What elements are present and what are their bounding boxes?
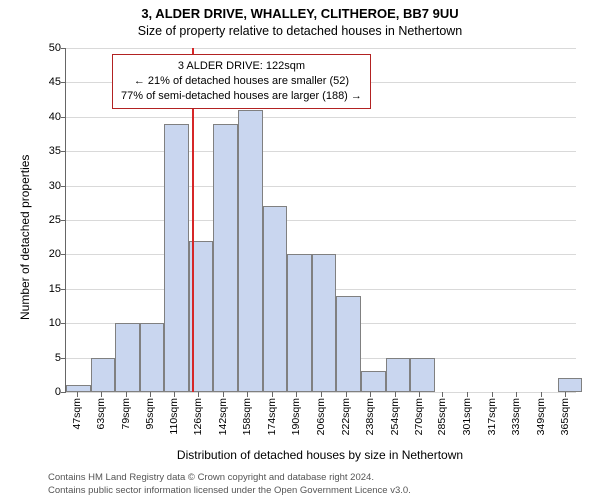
histogram-bar <box>115 323 140 392</box>
histogram-bar <box>238 110 263 392</box>
x-tick <box>150 392 151 397</box>
x-tick <box>395 392 396 397</box>
histogram-bar <box>140 323 165 392</box>
y-tick-label: 40 <box>49 111 66 123</box>
annotation-box: 3 ALDER DRIVE: 122sqm ← 21% of detached … <box>112 54 371 109</box>
x-axis-label: Distribution of detached houses by size … <box>65 448 575 462</box>
x-tick-label: 142sqm <box>217 398 229 435</box>
x-tick <box>516 392 517 397</box>
x-tick-label: 126sqm <box>192 398 204 435</box>
x-tick <box>467 392 468 397</box>
histogram-bar <box>312 254 337 392</box>
x-tick <box>541 392 542 397</box>
annotation-line: 3 ALDER DRIVE: 122sqm <box>121 59 362 74</box>
x-tick-label: 349sqm <box>535 398 547 435</box>
y-tick-label: 30 <box>49 180 66 192</box>
x-tick-label: 222sqm <box>340 398 352 435</box>
histogram-bar <box>213 124 238 392</box>
x-tick-label: 301sqm <box>461 398 473 435</box>
x-tick <box>272 392 273 397</box>
x-tick <box>492 392 493 397</box>
plot-area: 3 ALDER DRIVE: 122sqm ← 21% of detached … <box>65 48 576 393</box>
y-tick-label: 45 <box>49 76 66 88</box>
x-tick <box>247 392 248 397</box>
y-tick-label: 50 <box>49 42 66 54</box>
y-tick-label: 10 <box>49 317 66 329</box>
footnote-line: Contains HM Land Registry data © Crown c… <box>48 472 374 483</box>
histogram-bar <box>164 124 189 392</box>
histogram-bar <box>336 296 361 392</box>
x-tick <box>419 392 420 397</box>
x-tick <box>223 392 224 397</box>
y-tick-label: 0 <box>55 386 66 398</box>
x-tick-label: 254sqm <box>389 398 401 435</box>
x-tick-label: 79sqm <box>120 398 132 430</box>
x-tick <box>101 392 102 397</box>
y-tick-label: 15 <box>49 283 66 295</box>
x-tick-label: 110sqm <box>168 398 180 435</box>
gridline <box>66 48 576 49</box>
x-tick-label: 174sqm <box>266 398 278 435</box>
annotation-line: ← 21% of detached houses are smaller (52… <box>121 74 362 89</box>
x-tick <box>321 392 322 397</box>
histogram-bar <box>361 371 386 392</box>
x-tick-label: 63sqm <box>95 398 107 430</box>
y-tick-label: 25 <box>49 214 66 226</box>
y-tick-label: 20 <box>49 248 66 260</box>
x-tick-label: 190sqm <box>290 398 302 435</box>
gridline <box>66 220 576 221</box>
x-tick-label: 206sqm <box>315 398 327 435</box>
histogram-bar <box>287 254 312 392</box>
x-tick <box>77 392 78 397</box>
x-tick <box>174 392 175 397</box>
x-tick-label: 270sqm <box>413 398 425 435</box>
histogram-bar <box>66 385 91 392</box>
chart-title-sub: Size of property relative to detached ho… <box>0 24 600 38</box>
x-tick <box>565 392 566 397</box>
gridline <box>66 151 576 152</box>
x-tick-label: 158sqm <box>241 398 253 435</box>
chart-title-main: 3, ALDER DRIVE, WHALLEY, CLITHEROE, BB7 … <box>0 6 600 21</box>
footnote-line: Contains public sector information licen… <box>48 485 411 496</box>
x-tick-label: 238sqm <box>364 398 376 435</box>
y-axis-label: Number of detached properties <box>18 155 32 320</box>
x-tick <box>198 392 199 397</box>
annotation-line: 77% of semi-detached houses are larger (… <box>121 89 362 104</box>
x-tick-label: 47sqm <box>71 398 83 430</box>
histogram-chart: 3, ALDER DRIVE, WHALLEY, CLITHEROE, BB7 … <box>0 0 600 500</box>
x-tick-label: 285sqm <box>436 398 448 435</box>
x-tick-label: 333sqm <box>510 398 522 435</box>
x-tick <box>296 392 297 397</box>
x-tick <box>442 392 443 397</box>
histogram-bar <box>263 206 288 392</box>
y-tick-label: 35 <box>49 145 66 157</box>
gridline <box>66 117 576 118</box>
histogram-bar <box>386 358 411 392</box>
gridline <box>66 186 576 187</box>
x-tick-label: 365sqm <box>559 398 571 435</box>
x-tick <box>370 392 371 397</box>
x-tick <box>126 392 127 397</box>
x-tick-label: 317sqm <box>486 398 498 435</box>
histogram-bar <box>410 358 435 392</box>
histogram-bar <box>91 358 116 392</box>
x-tick <box>346 392 347 397</box>
x-tick-label: 95sqm <box>144 398 156 430</box>
histogram-bar <box>558 378 583 392</box>
y-tick-label: 5 <box>55 352 66 364</box>
